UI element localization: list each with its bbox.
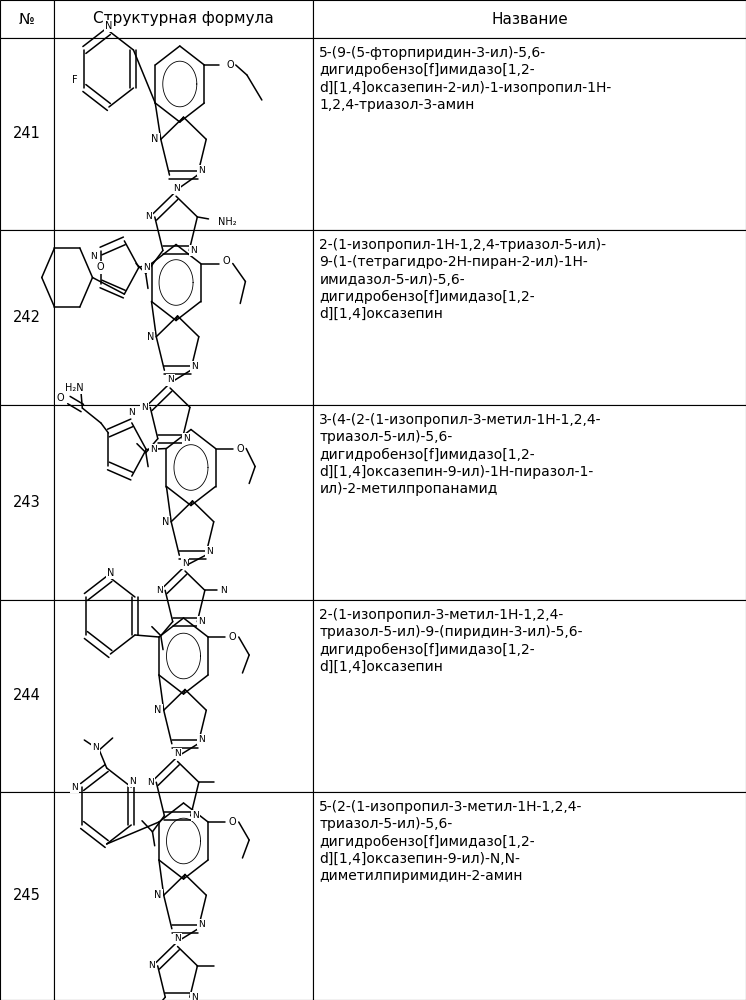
Bar bbox=[54, 230, 313, 405]
Text: Название: Название bbox=[492, 11, 568, 26]
Text: N: N bbox=[198, 617, 205, 626]
Text: N: N bbox=[141, 403, 148, 412]
Bar bbox=[313, 230, 746, 405]
Text: 244: 244 bbox=[13, 689, 41, 704]
Text: N: N bbox=[166, 375, 174, 384]
Text: O: O bbox=[227, 60, 234, 70]
Text: 5-(9-(5-фторпиридин-3-ил)-5,6-
дигидробензо[f]имидазо[1,2-
d][1,4]оксазепин-2-ил: 5-(9-(5-фторпиридин-3-ил)-5,6- дигидробе… bbox=[319, 46, 612, 112]
Text: N: N bbox=[145, 212, 152, 221]
Text: N: N bbox=[142, 263, 150, 272]
Bar bbox=[54, 0, 313, 38]
Text: N: N bbox=[154, 890, 161, 900]
Bar bbox=[0, 38, 54, 230]
Text: N: N bbox=[206, 547, 213, 556]
Bar bbox=[54, 792, 313, 1000]
Bar bbox=[313, 405, 746, 600]
Text: N: N bbox=[147, 778, 154, 787]
Text: N: N bbox=[90, 252, 97, 261]
Text: N: N bbox=[190, 246, 197, 255]
Text: N: N bbox=[174, 934, 181, 943]
Text: Структурная формула: Структурная формула bbox=[93, 11, 274, 26]
Bar bbox=[54, 600, 313, 792]
Bar bbox=[54, 405, 313, 600]
Bar bbox=[0, 230, 54, 405]
Text: N: N bbox=[92, 744, 99, 752]
Text: O: O bbox=[229, 632, 236, 642]
Bar bbox=[0, 600, 54, 792]
Text: N: N bbox=[184, 434, 190, 443]
Text: N: N bbox=[72, 782, 78, 792]
Text: N: N bbox=[198, 920, 205, 929]
Text: N: N bbox=[220, 586, 227, 595]
Bar bbox=[313, 792, 746, 1000]
Text: 2-(1-изопропил-3-метил-1Н-1,2,4-
триазол-5-ил)-9-(пиридин-3-ил)-5,6-
дигидробенз: 2-(1-изопропил-3-метил-1Н-1,2,4- триазол… bbox=[319, 608, 583, 674]
Text: N: N bbox=[107, 568, 114, 578]
Bar bbox=[0, 792, 54, 1000]
Text: NH₂: NH₂ bbox=[219, 217, 236, 227]
Text: N: N bbox=[147, 332, 154, 342]
Text: N: N bbox=[129, 776, 136, 786]
Text: O: O bbox=[229, 817, 236, 827]
Text: N: N bbox=[191, 993, 198, 1000]
Text: №: № bbox=[19, 11, 35, 26]
Text: N: N bbox=[174, 749, 181, 758]
Bar bbox=[313, 0, 746, 38]
Text: N: N bbox=[172, 184, 180, 193]
Text: F: F bbox=[72, 75, 78, 85]
Text: N: N bbox=[151, 134, 159, 144]
Text: 5-(2-(1-изопропил-3-метил-1Н-1,2,4-
триазол-5-ил)-5,6-
дигидробензо[f]имидазо[1,: 5-(2-(1-изопропил-3-метил-1Н-1,2,4- триа… bbox=[319, 800, 583, 883]
Text: 243: 243 bbox=[13, 495, 41, 510]
Text: O: O bbox=[56, 393, 63, 403]
Text: N: N bbox=[148, 961, 155, 970]
Text: N: N bbox=[154, 705, 161, 715]
Text: O: O bbox=[96, 262, 104, 272]
Text: N: N bbox=[181, 558, 189, 568]
Text: N: N bbox=[128, 408, 135, 417]
Text: O: O bbox=[223, 256, 231, 266]
Text: 242: 242 bbox=[13, 310, 41, 325]
Text: N: N bbox=[156, 586, 163, 595]
Text: H₂N: H₂N bbox=[65, 383, 84, 393]
Text: 241: 241 bbox=[13, 126, 41, 141]
Bar bbox=[54, 38, 313, 230]
Text: N: N bbox=[198, 735, 205, 744]
Text: N: N bbox=[162, 517, 169, 527]
Text: N: N bbox=[192, 811, 198, 820]
Bar bbox=[0, 0, 54, 38]
Text: 2-(1-изопропил-1Н-1,2,4-триазол-5-ил)-
9-(1-(тетрагидро-2Н-пиран-2-ил)-1Н-
имида: 2-(1-изопропил-1Н-1,2,4-триазол-5-ил)- 9… bbox=[319, 238, 606, 321]
Text: N: N bbox=[198, 166, 204, 175]
Text: N: N bbox=[150, 445, 157, 454]
Bar bbox=[0, 405, 54, 600]
Text: 245: 245 bbox=[13, 889, 41, 904]
Text: N: N bbox=[191, 362, 198, 371]
Bar bbox=[313, 600, 746, 792]
Bar bbox=[313, 38, 746, 230]
Text: O: O bbox=[236, 444, 244, 454]
Text: 3-(4-(2-(1-изопропил-3-метил-1Н-1,2,4-
триазол-5-ил)-5,6-
дигидробензо[f]имидазо: 3-(4-(2-(1-изопропил-3-метил-1Н-1,2,4- т… bbox=[319, 413, 602, 496]
Text: N: N bbox=[105, 21, 113, 31]
